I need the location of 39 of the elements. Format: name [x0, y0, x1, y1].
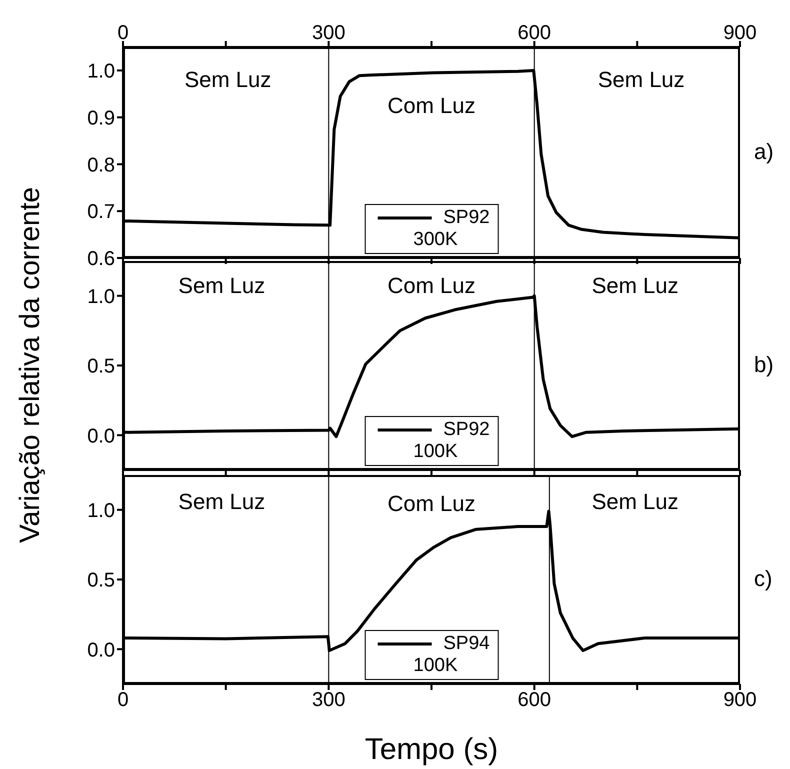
y-tick-label: 0.6: [87, 248, 115, 270]
annotation: Sem Luz: [598, 67, 685, 93]
x2-tick-label: 900: [723, 22, 757, 44]
legend-label: SP94: [443, 633, 490, 655]
x2-tick-label: 0: [117, 22, 129, 44]
text: c): [754, 566, 772, 592]
text: a): [754, 138, 774, 164]
y-tick-label: 0.0: [87, 425, 115, 448]
annotation: Sem Luz: [592, 489, 679, 515]
x-tick-label: 0: [117, 689, 129, 712]
x-tick-label: 900: [723, 689, 757, 712]
annotation: Sem Luz: [178, 273, 266, 299]
legend-title: 300K: [412, 229, 459, 251]
x-tick-label: 300: [312, 689, 346, 712]
annotation: Com Luz: [387, 491, 476, 517]
y-axis-title: Variação relativa da corrente: [14, 187, 46, 543]
y-tick-label: 0.0: [87, 639, 115, 662]
annotation: Com Luz: [387, 93, 476, 119]
annotation: Com Luz: [387, 273, 476, 299]
y-tick-label: 0.5: [87, 570, 115, 592]
y-tick-label: 0.7: [87, 201, 115, 224]
y-tick-label: 0.8: [87, 154, 115, 176]
y-tick-label: 0.5: [87, 356, 115, 378]
legend-title: 100K: [412, 441, 459, 463]
y-tick-label: 1.0: [87, 500, 115, 522]
x2-tick-label: 600: [518, 22, 552, 44]
x-tick-label: 600: [518, 689, 552, 712]
legend-title: 100K: [412, 655, 459, 677]
annotation: Sem Luz: [592, 273, 679, 299]
annotation: Sem Luz: [184, 67, 272, 93]
x2-tick-label: 300: [312, 22, 346, 44]
text: b): [754, 352, 774, 378]
legend-label: SP92: [443, 207, 490, 229]
y-tick-label: 1.0: [87, 286, 115, 308]
y-tick-label: 1.0: [87, 60, 115, 83]
legend-label: SP92: [443, 419, 490, 441]
x-axis-title: Tempo (s): [364, 733, 498, 766]
annotation: Sem Luz: [178, 489, 266, 515]
y-tick-label: 0.9: [87, 107, 115, 130]
